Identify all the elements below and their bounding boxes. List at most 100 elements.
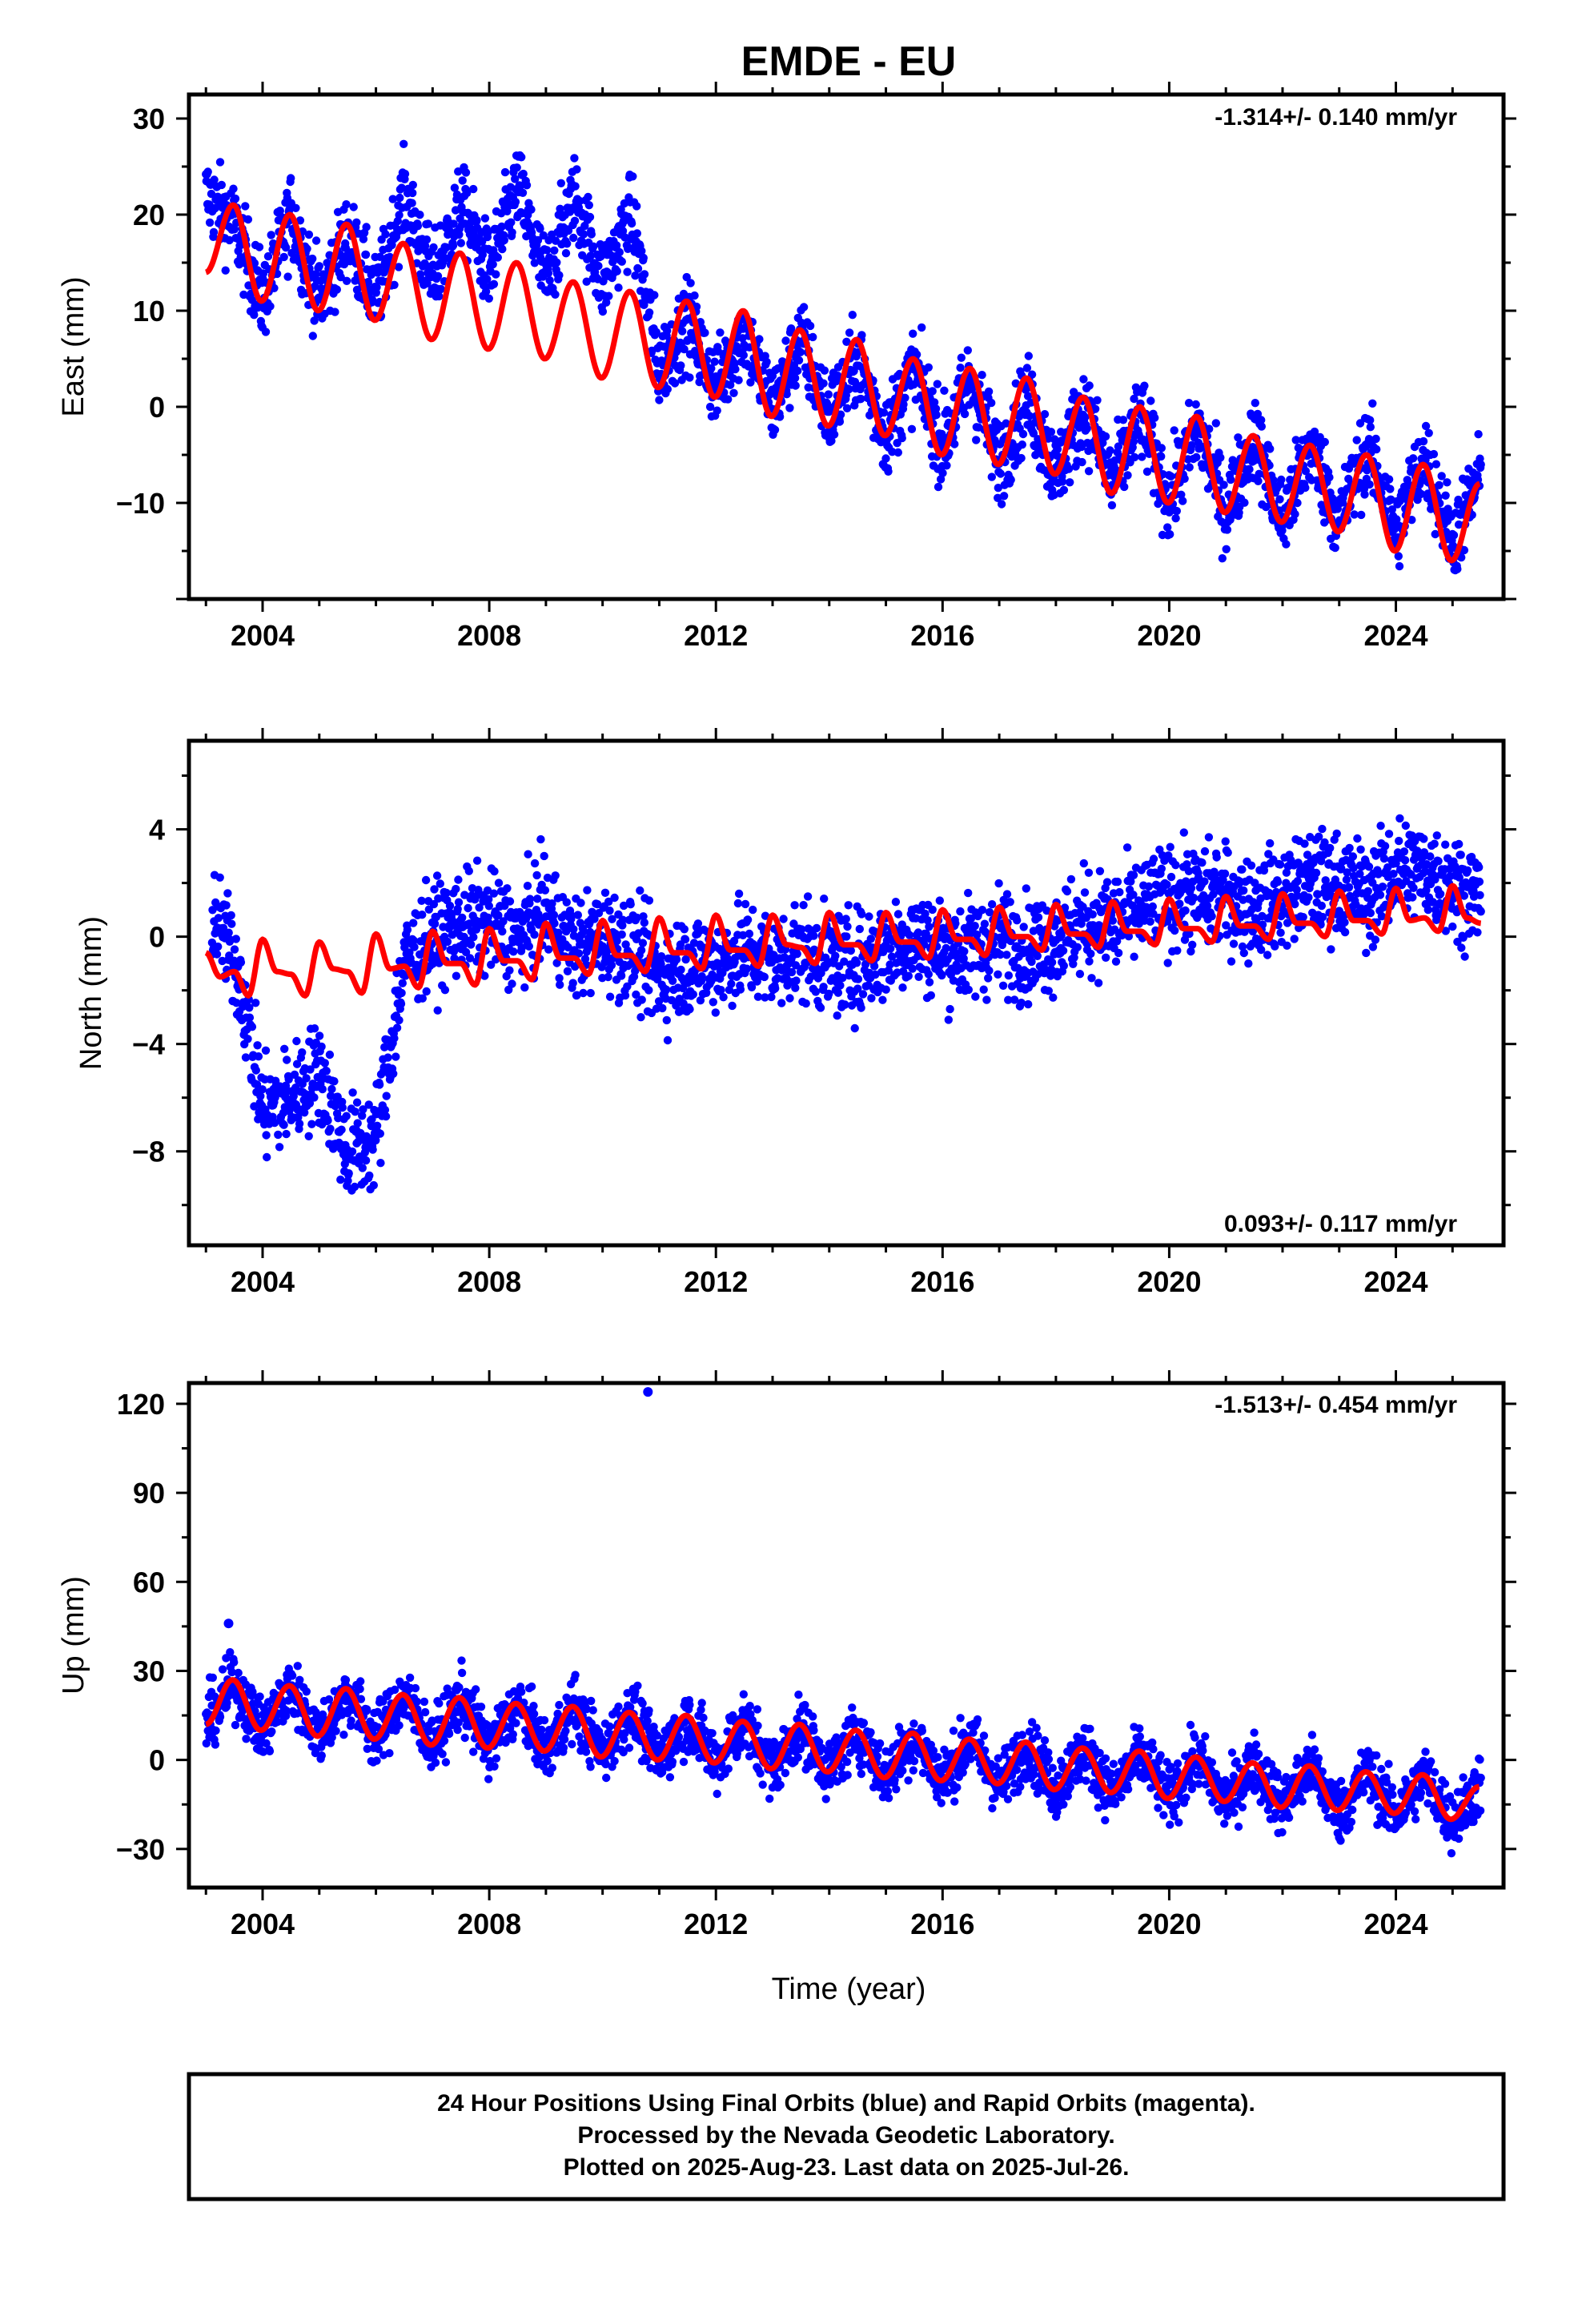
final-orbit-point xyxy=(1227,475,1235,485)
final-orbit-point xyxy=(584,192,592,202)
final-orbit-point xyxy=(544,945,553,954)
final-orbit-point xyxy=(584,201,593,210)
final-orbit-point xyxy=(605,992,615,1001)
final-orbit-point xyxy=(668,976,677,986)
final-orbit-point xyxy=(984,387,994,396)
y-tick-label: 10 xyxy=(133,295,165,328)
final-orbit-point xyxy=(835,417,845,426)
final-orbit-point xyxy=(1122,843,1132,852)
final-orbit-point xyxy=(533,235,543,245)
final-orbit-point xyxy=(677,965,685,975)
final-orbit-point xyxy=(381,1112,391,1121)
final-orbit-point xyxy=(1276,928,1285,937)
final-orbit-point xyxy=(236,958,246,967)
final-orbit-point xyxy=(508,979,516,988)
final-orbit-point xyxy=(650,291,659,300)
final-orbit-point xyxy=(1424,428,1433,437)
final-orbit-point xyxy=(551,871,560,880)
final-orbit-point xyxy=(1006,476,1015,485)
final-orbit-point xyxy=(423,279,432,287)
final-orbit-point xyxy=(262,1131,271,1140)
final-orbit-point xyxy=(697,972,706,981)
final-orbit-point xyxy=(1095,866,1105,876)
final-orbit-point xyxy=(579,988,588,998)
final-orbit-point xyxy=(330,1077,339,1086)
final-orbit-point xyxy=(376,1159,385,1168)
final-orbit-point xyxy=(512,163,521,172)
final-orbit-point xyxy=(576,899,585,907)
final-orbit-point xyxy=(397,988,406,998)
final-orbit-point xyxy=(555,271,564,279)
final-orbit-point xyxy=(400,170,410,179)
final-orbit-point xyxy=(1066,478,1074,487)
final-orbit-point xyxy=(408,180,417,190)
final-orbit-point xyxy=(631,271,640,280)
final-orbit-point xyxy=(1352,436,1361,444)
final-orbit-point xyxy=(375,1080,384,1089)
final-orbit-point xyxy=(612,267,621,275)
final-orbit-point xyxy=(790,373,800,383)
final-orbit-point xyxy=(261,328,271,336)
final-orbit-point xyxy=(231,935,240,943)
final-orbit-point xyxy=(623,267,632,276)
final-orbit-point xyxy=(274,1130,283,1140)
final-orbit-point xyxy=(282,1129,291,1139)
final-orbit-point xyxy=(636,1013,645,1022)
final-orbit-point xyxy=(310,1093,319,1102)
final-orbit-point xyxy=(1239,948,1249,958)
final-orbit-point xyxy=(388,195,397,203)
final-orbit-point xyxy=(686,279,695,287)
final-orbit-point xyxy=(489,279,499,288)
final-orbit-point xyxy=(493,253,502,262)
final-orbit-point xyxy=(663,326,672,336)
final-orbit-point xyxy=(368,1145,377,1154)
final-orbit-point xyxy=(1079,858,1089,868)
final-orbit-point xyxy=(724,395,733,404)
final-orbit-point xyxy=(1146,396,1155,405)
final-orbit-point xyxy=(1244,959,1253,968)
final-orbit-point xyxy=(341,243,351,252)
final-orbit-point xyxy=(644,308,654,317)
final-orbit-point xyxy=(1082,424,1091,433)
final-orbit-point xyxy=(461,168,471,177)
final-orbit-point xyxy=(1219,480,1228,489)
final-orbit-point xyxy=(785,404,794,412)
final-orbit-point xyxy=(1017,453,1026,463)
final-orbit-point xyxy=(626,900,635,909)
final-orbit-point xyxy=(775,412,785,421)
final-orbit-point xyxy=(858,990,868,999)
final-orbit-point xyxy=(1371,434,1380,444)
final-orbit-point xyxy=(904,971,913,980)
final-orbit-point xyxy=(925,978,934,987)
final-orbit-point xyxy=(383,1053,392,1062)
final-orbit-point xyxy=(1046,428,1056,436)
final-orbit-point xyxy=(372,283,381,292)
final-orbit-point xyxy=(812,923,821,933)
final-orbit-point xyxy=(1441,491,1450,500)
final-orbit-point xyxy=(842,932,851,941)
final-orbit-point xyxy=(336,272,345,282)
final-orbit-point xyxy=(435,292,444,301)
final-orbit-point xyxy=(263,251,273,261)
final-orbit-point xyxy=(632,229,641,238)
final-orbit-point xyxy=(793,366,802,376)
final-orbit-point xyxy=(755,335,764,344)
final-orbit-point xyxy=(618,227,628,235)
final-orbit-point xyxy=(1080,888,1090,897)
final-orbit-point xyxy=(689,990,697,999)
final-orbit-point xyxy=(1240,498,1249,507)
final-orbit-point xyxy=(1185,463,1194,472)
final-orbit-point xyxy=(1157,444,1166,452)
final-orbit-point xyxy=(390,280,399,289)
final-orbit-point xyxy=(960,409,970,419)
final-orbit-point xyxy=(639,253,648,263)
final-orbit-point xyxy=(644,986,653,995)
final-orbit-point xyxy=(994,970,1002,979)
final-orbit-point xyxy=(924,363,934,372)
final-orbit-point xyxy=(1149,854,1158,863)
final-orbit-point xyxy=(472,856,482,865)
final-orbit-point xyxy=(978,906,987,915)
final-orbit-point xyxy=(1146,917,1154,927)
final-orbit-point xyxy=(1360,490,1369,499)
